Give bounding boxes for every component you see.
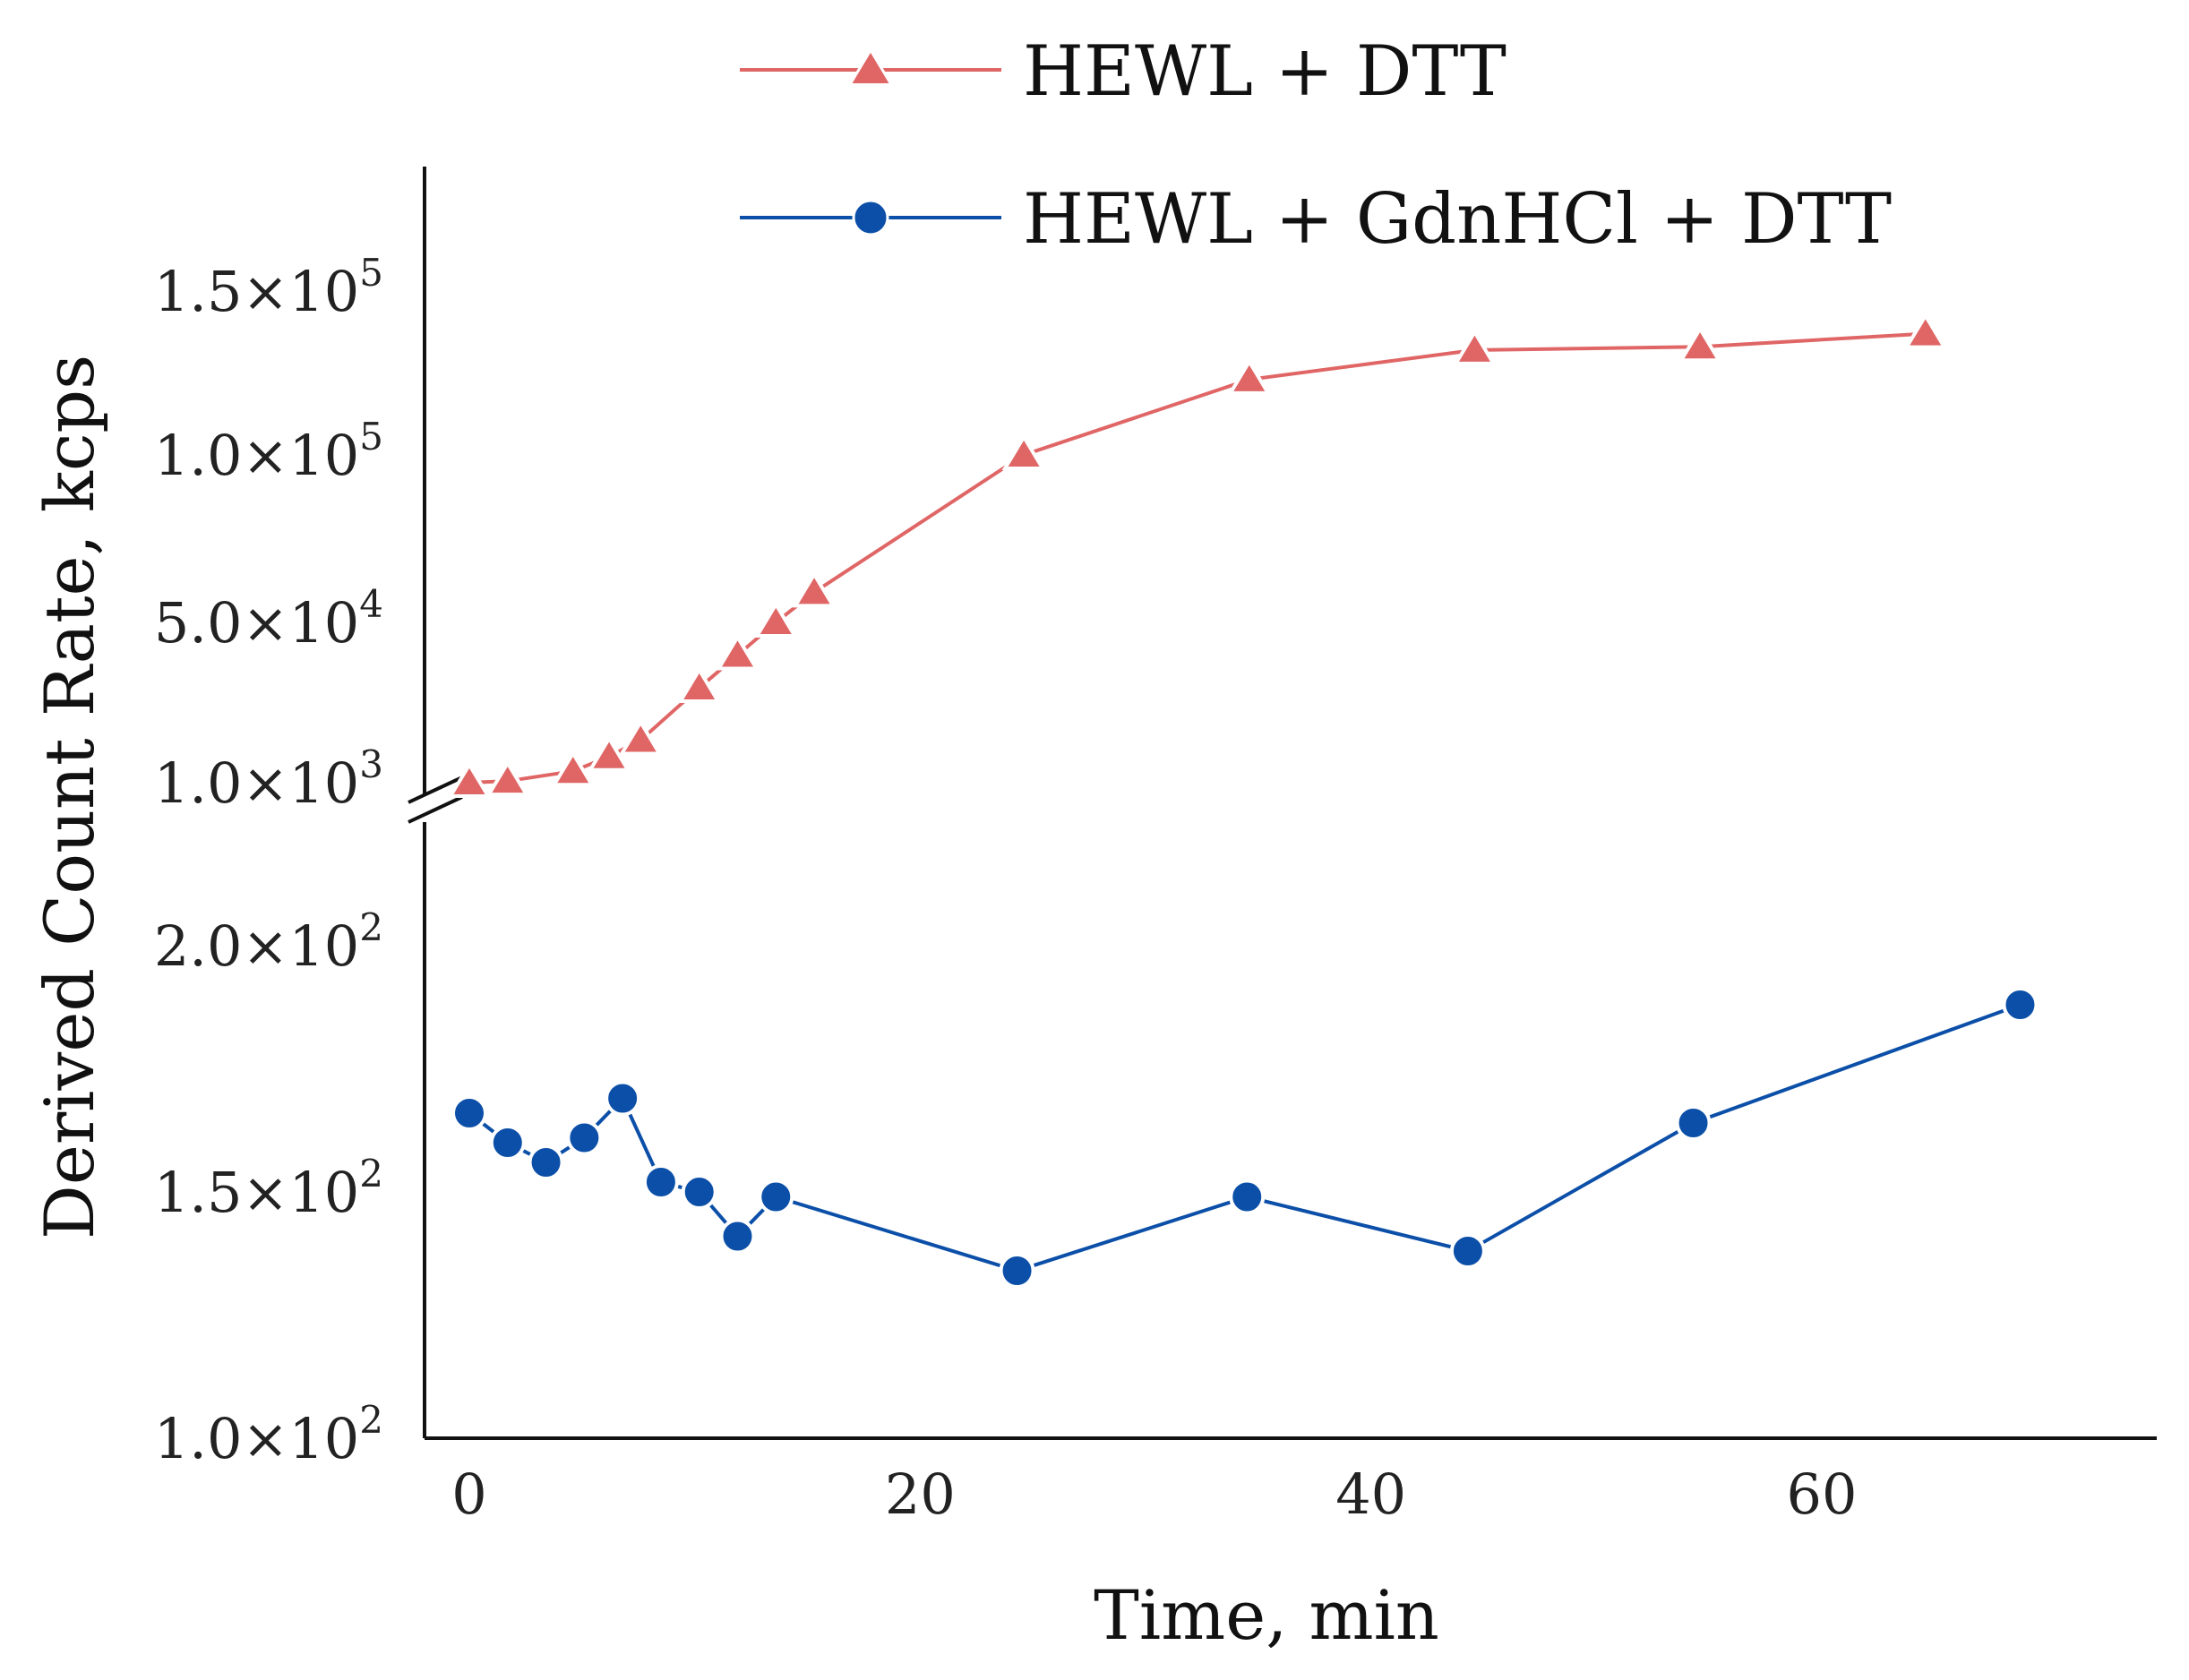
data-point-triangle	[1227, 357, 1272, 395]
legend-label-hewl-gdnhcl-dtt: HEWL + GdnHCl + DTT	[1023, 179, 1892, 260]
y-tick-label: 1.0×102	[154, 1398, 383, 1471]
y-tick-exponent: 2	[359, 1152, 383, 1196]
y-axis-title: Derived Count Rate, kcps	[30, 355, 109, 1239]
data-point-triangle	[753, 601, 798, 638]
y-tick-exponent: 5	[359, 415, 383, 459]
data-point-circle	[451, 1095, 487, 1131]
legend-marker-triangle	[847, 47, 894, 86]
legend-label-hewl-dtt: HEWL + DTT	[1023, 31, 1507, 112]
axis-break-mark	[408, 795, 463, 824]
y-tick-mantissa: 1.0×10	[154, 750, 359, 816]
y-tick-mantissa: 2.0×10	[154, 913, 359, 979]
x-axis-title: Time, min	[1094, 1575, 1439, 1655]
data-point-triangle	[551, 750, 596, 787]
data-point-circle	[528, 1144, 564, 1180]
x-tick-label: 0	[451, 1461, 486, 1527]
data-point-triangle	[447, 761, 492, 798]
x-tick-label: 20	[885, 1461, 956, 1527]
x-tick-label: 40	[1335, 1461, 1406, 1527]
y-tick-exponent: 5	[359, 251, 383, 295]
y-tick-mantissa: 1.0×10	[154, 1406, 359, 1471]
axis-break-marks	[408, 776, 463, 824]
data-point-circle	[566, 1119, 603, 1156]
legend: HEWL + DTT HEWL + GdnHCl + DTT	[740, 31, 1892, 260]
series-hewl-dtt	[447, 312, 1948, 798]
data-point-triangle	[792, 570, 837, 608]
y-tick-label: 2.0×102	[154, 905, 383, 979]
data-point-circle	[758, 1179, 794, 1215]
data-point-triangle	[1903, 312, 1948, 349]
data-point-triangle	[1001, 433, 1046, 470]
series-layer	[447, 312, 2039, 1289]
y-tick-mantissa: 1.5×10	[154, 1160, 359, 1225]
data-point-circle	[999, 1253, 1035, 1289]
data-point-triangle	[485, 759, 530, 797]
y-tick-exponent: 4	[359, 582, 383, 626]
axes	[408, 167, 2157, 1440]
y-tick-label: 5.0×104	[154, 582, 383, 656]
data-point-triangle	[1452, 328, 1497, 365]
y-tick-label: 1.0×105	[154, 415, 383, 488]
data-point-circle	[1229, 1179, 1266, 1215]
data-point-circle	[642, 1164, 679, 1200]
y-tick-mantissa: 1.5×10	[154, 259, 359, 324]
series-hewl-gdnhcl-dtt	[451, 987, 2039, 1289]
y-tick-labels: 1.0×1021.5×1022.0×1021.0×1035.0×1041.0×1…	[154, 251, 383, 1471]
legend-item-hewl-gdnhcl-dtt: HEWL + GdnHCl + DTT	[740, 179, 1892, 260]
data-point-triangle	[677, 666, 722, 704]
y-tick-label: 1.0×103	[154, 742, 383, 816]
data-point-circle	[605, 1080, 641, 1117]
data-point-triangle	[587, 734, 631, 772]
legend-marker-circle	[852, 199, 889, 236]
y-tick-exponent: 3	[359, 742, 383, 786]
legend-item-hewl-dtt: HEWL + DTT	[740, 31, 1507, 112]
data-point-triangle	[618, 718, 663, 756]
data-point-circle	[719, 1218, 756, 1255]
x-tick-labels: 0 20 40 60	[451, 1461, 1857, 1527]
y-tick-exponent: 2	[359, 905, 383, 949]
data-point-triangle	[1678, 325, 1722, 363]
data-point-circle	[681, 1174, 717, 1210]
data-point-circle	[489, 1125, 526, 1161]
y-tick-exponent: 2	[359, 1398, 383, 1442]
data-point-triangle	[715, 633, 760, 671]
y-tick-mantissa: 5.0×10	[154, 590, 359, 656]
axis-break-mark	[408, 776, 463, 804]
data-point-circle	[1449, 1233, 1486, 1269]
y-tick-mantissa: 1.0×10	[154, 423, 359, 488]
data-point-circle	[1675, 1105, 1712, 1141]
data-point-circle	[2002, 987, 2039, 1023]
y-tick-label: 1.5×102	[154, 1152, 383, 1225]
x-tick-label: 60	[1787, 1461, 1858, 1527]
y-tick-label: 1.5×105	[154, 251, 383, 324]
